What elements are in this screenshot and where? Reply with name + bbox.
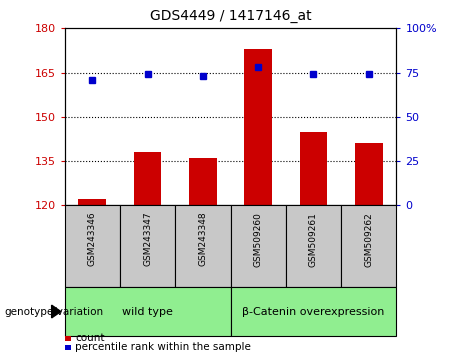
Bar	[65, 345, 71, 350]
Bar	[286, 205, 341, 287]
Bar	[65, 336, 71, 341]
Text: GSM509261: GSM509261	[309, 212, 318, 267]
Bar	[65, 287, 230, 336]
Bar	[78, 199, 106, 205]
Text: genotype/variation: genotype/variation	[5, 307, 104, 316]
Bar	[175, 205, 230, 287]
Bar	[65, 205, 120, 287]
Text: GSM243346: GSM243346	[88, 212, 97, 267]
Bar	[189, 158, 217, 205]
Text: GSM243347: GSM243347	[143, 212, 152, 267]
Bar	[230, 205, 286, 287]
Polygon shape	[52, 305, 61, 318]
Bar	[134, 152, 161, 205]
Text: wild type: wild type	[122, 307, 173, 316]
Bar	[230, 287, 396, 336]
Bar	[120, 205, 175, 287]
Text: count: count	[75, 333, 105, 343]
Bar	[355, 143, 383, 205]
Text: GSM509262: GSM509262	[364, 212, 373, 267]
Text: percentile rank within the sample: percentile rank within the sample	[75, 342, 251, 353]
Text: GSM509260: GSM509260	[254, 212, 263, 267]
Text: GSM243348: GSM243348	[198, 212, 207, 267]
Bar	[300, 132, 327, 205]
Bar	[244, 49, 272, 205]
Bar	[341, 205, 396, 287]
Text: GDS4449 / 1417146_at: GDS4449 / 1417146_at	[150, 9, 311, 23]
Text: β-Catenin overexpression: β-Catenin overexpression	[242, 307, 384, 316]
